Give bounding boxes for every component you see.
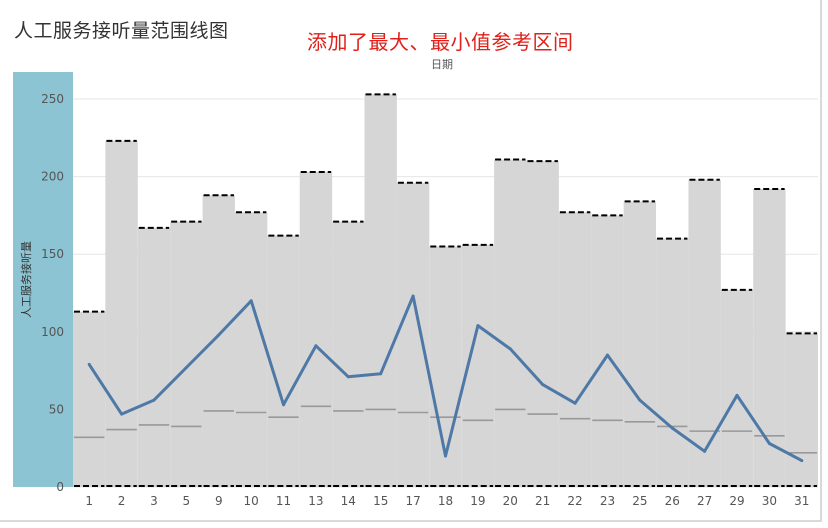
- data-point: [767, 442, 771, 446]
- data-point: [670, 426, 674, 430]
- x-tick-label: 23: [600, 494, 615, 508]
- range-band: [234, 212, 268, 487]
- range-band: [494, 159, 527, 487]
- data-point: [605, 353, 609, 357]
- range-band: [73, 311, 106, 487]
- data-point: [217, 333, 221, 337]
- y-tick-label: 100: [41, 325, 64, 339]
- y-tick-label: 250: [41, 92, 64, 106]
- x-tick-label: 13: [308, 494, 323, 508]
- data-point: [735, 393, 739, 397]
- range-band: [299, 171, 333, 487]
- range-band: [429, 246, 462, 487]
- range-band: [526, 161, 559, 487]
- range-band: [720, 289, 754, 487]
- data-point: [573, 401, 577, 405]
- x-tick-label: 9: [215, 494, 223, 508]
- data-point: [346, 375, 350, 379]
- y-tick-label: 150: [41, 247, 64, 261]
- range-band: [753, 189, 786, 488]
- x-tick-label: 29: [729, 494, 744, 508]
- x-tick-label: 31: [794, 494, 809, 508]
- x-tick-label: 30: [762, 494, 777, 508]
- series-points: [87, 294, 804, 463]
- x-tick-label: 1: [85, 494, 93, 508]
- range-band: [170, 221, 203, 487]
- x-tick-label: 5: [183, 494, 191, 508]
- x-tick-label: 3: [150, 494, 158, 508]
- x-axis-ticks: 1 2 3 5 9 10 11 13 14 15 17 18 19 20 21 22 23 25 26 27 29 30 3…: [85, 494, 809, 508]
- range-band: [137, 227, 171, 488]
- x-tick-label: 20: [503, 494, 518, 508]
- data-point: [120, 412, 124, 416]
- x-tick-label: 25: [632, 494, 647, 508]
- column-header: 日期: [431, 58, 453, 71]
- range-band: [688, 179, 721, 488]
- data-point: [87, 362, 91, 366]
- data-point: [541, 383, 545, 387]
- range-band: [785, 333, 818, 487]
- data-point: [638, 398, 642, 402]
- range-band: [396, 182, 430, 488]
- range-band: [105, 140, 138, 488]
- data-point: [508, 347, 512, 351]
- x-tick-label: 15: [373, 494, 388, 508]
- y-tick-label: 200: [41, 170, 64, 184]
- x-tick-label: 19: [470, 494, 485, 508]
- data-point: [379, 372, 383, 376]
- range-band: [267, 235, 300, 487]
- data-point: [184, 365, 188, 369]
- y-axis-ticks: 0 50 100 150 200 250: [41, 92, 64, 494]
- range-band: [332, 221, 365, 487]
- x-tick-label: 22: [567, 494, 582, 508]
- range-band: [656, 238, 689, 487]
- y-axis-highlight: [13, 72, 73, 487]
- data-point: [476, 324, 480, 328]
- data-point: [703, 449, 707, 453]
- x-tick-label: 17: [405, 494, 420, 508]
- data-point: [282, 403, 286, 407]
- annotation-text: 添加了最大、最小值参考区间: [307, 30, 574, 54]
- range-band: [623, 201, 657, 487]
- data-point: [800, 459, 804, 463]
- x-tick-label: 14: [341, 494, 356, 508]
- range-band: [364, 94, 397, 488]
- x-tick-label: 11: [276, 494, 291, 508]
- data-point: [444, 454, 447, 458]
- x-tick-label: 10: [244, 494, 259, 508]
- x-tick-label: 21: [535, 494, 550, 508]
- range-band: [591, 215, 624, 487]
- y-tick-label: 50: [49, 402, 64, 416]
- y-tick-label: 0: [56, 480, 64, 494]
- data-point: [152, 398, 156, 402]
- data-point: [249, 299, 253, 303]
- x-tick-label: 18: [438, 494, 453, 508]
- range-band: [202, 195, 235, 487]
- range-bands: [73, 94, 818, 488]
- x-tick-label: 27: [697, 494, 712, 508]
- reference-markers: [74, 93, 817, 487]
- x-tick-label: 26: [665, 494, 680, 508]
- range-band: [558, 212, 592, 487]
- data-point: [314, 344, 318, 348]
- x-tick-label: 2: [118, 494, 126, 508]
- data-point: [411, 294, 415, 298]
- chart-title: 人工服务接听量范围线图: [14, 20, 229, 42]
- y-axis-label: 人工服务接听量: [20, 241, 33, 318]
